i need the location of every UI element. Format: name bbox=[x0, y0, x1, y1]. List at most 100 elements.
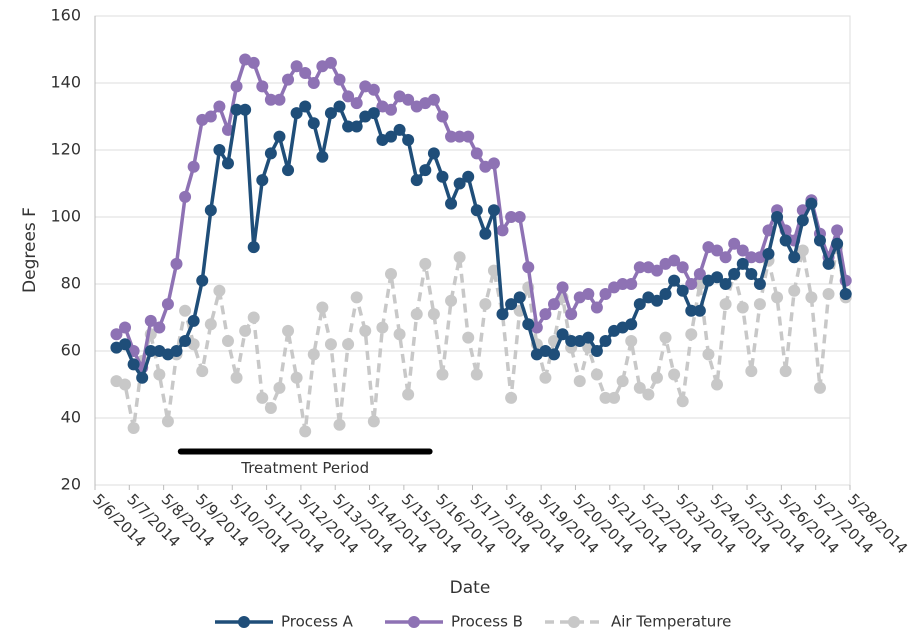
point bbox=[119, 378, 132, 391]
point bbox=[179, 304, 192, 317]
point bbox=[393, 123, 406, 136]
point bbox=[453, 251, 466, 264]
point bbox=[788, 251, 801, 264]
point bbox=[513, 291, 526, 304]
point bbox=[419, 257, 432, 270]
point bbox=[522, 261, 535, 274]
point bbox=[625, 318, 638, 331]
point bbox=[333, 418, 346, 431]
point bbox=[290, 60, 303, 73]
point bbox=[170, 257, 183, 270]
point bbox=[247, 311, 260, 324]
point bbox=[410, 308, 423, 321]
point bbox=[556, 328, 569, 341]
point bbox=[119, 321, 132, 334]
y-tick-label: 40 bbox=[61, 408, 81, 427]
point bbox=[496, 224, 509, 237]
point bbox=[805, 291, 818, 304]
point bbox=[796, 214, 809, 227]
point bbox=[256, 80, 269, 93]
point bbox=[136, 371, 149, 384]
point bbox=[590, 301, 603, 314]
point bbox=[247, 56, 260, 69]
point bbox=[753, 278, 766, 290]
point bbox=[599, 288, 612, 301]
point bbox=[350, 120, 363, 133]
y-tick-label: 60 bbox=[61, 341, 81, 360]
point bbox=[642, 388, 655, 401]
y-tick-label: 80 bbox=[61, 274, 81, 293]
point bbox=[479, 227, 492, 240]
point bbox=[513, 211, 526, 223]
point bbox=[633, 381, 646, 394]
point bbox=[676, 261, 689, 274]
point bbox=[582, 288, 595, 301]
point bbox=[582, 331, 595, 344]
point bbox=[496, 308, 509, 321]
point bbox=[453, 130, 466, 143]
point bbox=[633, 298, 646, 311]
point bbox=[187, 314, 200, 327]
point bbox=[711, 378, 724, 391]
point bbox=[625, 334, 638, 347]
point bbox=[230, 371, 243, 384]
point bbox=[264, 401, 277, 414]
point bbox=[290, 107, 303, 120]
point bbox=[196, 274, 209, 287]
point bbox=[359, 324, 372, 337]
point bbox=[342, 120, 355, 133]
point bbox=[179, 334, 192, 347]
point bbox=[813, 381, 826, 394]
point bbox=[608, 391, 621, 404]
point bbox=[736, 244, 749, 257]
point bbox=[693, 304, 706, 317]
point bbox=[161, 415, 174, 428]
point bbox=[711, 244, 724, 257]
point bbox=[127, 422, 140, 435]
point bbox=[230, 80, 243, 93]
point bbox=[239, 324, 252, 337]
point bbox=[367, 107, 380, 120]
point bbox=[728, 267, 741, 280]
point bbox=[522, 318, 535, 331]
point bbox=[556, 281, 569, 294]
point bbox=[470, 368, 483, 381]
point bbox=[736, 301, 749, 314]
point bbox=[676, 395, 689, 408]
point bbox=[668, 368, 681, 381]
point bbox=[153, 321, 166, 334]
point bbox=[419, 164, 432, 177]
point bbox=[427, 308, 440, 321]
point bbox=[410, 174, 423, 187]
legend-marker bbox=[238, 616, 250, 628]
point bbox=[282, 73, 295, 86]
point bbox=[633, 261, 646, 274]
point bbox=[822, 288, 835, 301]
point bbox=[427, 147, 440, 160]
point bbox=[384, 103, 397, 116]
point bbox=[230, 103, 243, 116]
point bbox=[144, 345, 157, 357]
point bbox=[110, 328, 123, 341]
y-tick-label: 100 bbox=[50, 207, 81, 226]
point bbox=[264, 93, 277, 106]
point bbox=[445, 130, 458, 143]
point bbox=[196, 365, 209, 378]
point bbox=[625, 278, 638, 290]
point bbox=[213, 100, 226, 113]
point bbox=[668, 254, 681, 267]
series-line bbox=[115, 246, 848, 432]
point bbox=[350, 291, 363, 304]
point bbox=[324, 107, 337, 120]
point bbox=[221, 123, 234, 136]
point bbox=[668, 274, 681, 287]
point bbox=[273, 130, 286, 143]
point bbox=[316, 301, 329, 314]
point bbox=[221, 157, 234, 170]
point bbox=[779, 365, 792, 378]
point bbox=[539, 371, 552, 384]
point bbox=[376, 321, 389, 334]
point bbox=[650, 371, 663, 384]
point bbox=[616, 375, 629, 388]
